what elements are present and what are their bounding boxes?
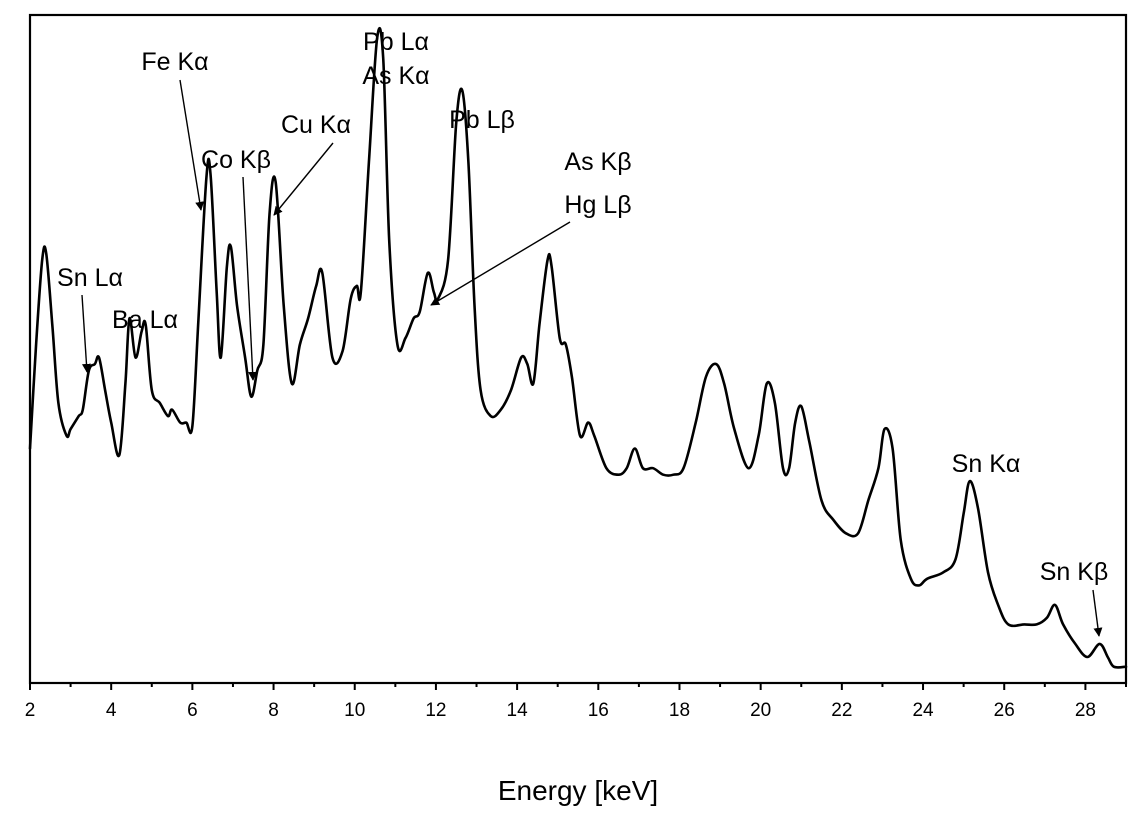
x-tick-label: 20 xyxy=(750,700,771,721)
peak-label: Pb Lα xyxy=(363,28,429,56)
peak-label: Fe Kα xyxy=(141,48,208,76)
x-tick-label: 14 xyxy=(507,700,529,721)
peak-label: Hg Lβ xyxy=(564,191,631,219)
x-tick-label: 26 xyxy=(994,700,1015,721)
x-tick-label: 24 xyxy=(912,700,934,721)
peak-label: Sn Kα xyxy=(952,450,1021,478)
peak-label: Sn Lα xyxy=(57,264,123,292)
x-tick-label: 10 xyxy=(344,700,365,721)
x-tick-label: 8 xyxy=(268,700,279,721)
peak-annotations: Fe Kα Pb Lα As Kα Cu Kα Co Kβ Pb Lβ As Kβ Hg Lβ… xyxy=(57,28,1109,637)
x-tick-label: 18 xyxy=(669,700,690,721)
x-axis-title: Energy [keV] xyxy=(498,775,658,806)
peak-arrow xyxy=(1092,589,1103,637)
peak-label: Pb Lβ xyxy=(449,106,515,134)
peak-label: Co Kβ xyxy=(201,146,271,174)
x-tick-label: 6 xyxy=(187,700,198,721)
peak-arrow xyxy=(179,79,205,211)
peak-label: Cu Kα xyxy=(281,111,351,139)
peak-label: Sn Kβ xyxy=(1040,558,1109,586)
peak-label: As Kα xyxy=(362,62,429,90)
peak-arrow xyxy=(81,294,91,373)
peak-label: Ba Lα xyxy=(112,306,178,334)
x-tick-label: 2 xyxy=(25,700,36,721)
x-tick-label: 28 xyxy=(1075,700,1096,721)
plot-frame xyxy=(28,13,1128,685)
peak-arrow xyxy=(242,176,258,381)
peak-arrow xyxy=(430,221,571,306)
x-axis-ticks: 2 4 6 8 10 12 14 16 18 20 22 24 26 28 xyxy=(25,683,1127,721)
x-tick-label: 4 xyxy=(106,700,117,721)
x-tick-label: 16 xyxy=(588,700,609,721)
peak-arrow xyxy=(273,142,334,216)
spectrum-line xyxy=(28,26,1128,669)
x-tick-label: 22 xyxy=(831,700,852,721)
peak-label: As Kβ xyxy=(564,148,631,176)
x-tick-label: 12 xyxy=(425,700,446,721)
